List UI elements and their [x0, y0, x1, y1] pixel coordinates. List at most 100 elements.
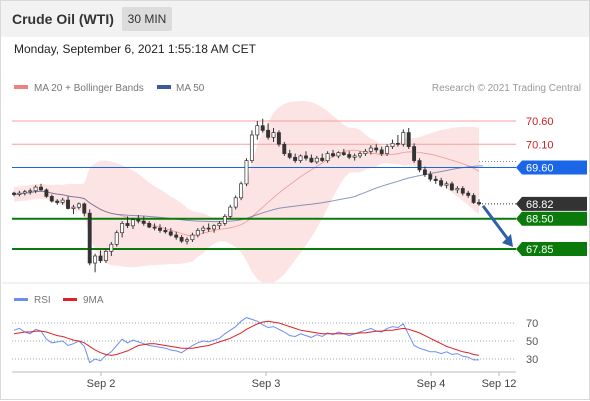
candle-body	[255, 125, 260, 136]
rsi-tick-label: 50	[526, 336, 538, 348]
candle	[87, 209, 92, 266]
candle-body	[33, 186, 38, 192]
candle	[406, 127, 411, 149]
candle-body	[282, 143, 287, 154]
candle-body	[22, 191, 27, 194]
widget-header: Crude Oil (WTI) 30 MIN	[1, 1, 589, 37]
candle-body	[212, 225, 216, 230]
candle	[179, 235, 184, 243]
candle	[163, 227, 168, 234]
candle	[152, 223, 157, 231]
candle	[266, 123, 271, 140]
candle-body	[341, 152, 346, 155]
x-tick-label: Sep 2	[87, 378, 116, 390]
candle	[55, 199, 60, 205]
candle-body	[71, 206, 76, 209]
candle-body	[460, 188, 465, 194]
candle	[282, 141, 287, 156]
candle	[417, 158, 422, 173]
candle-body	[314, 157, 319, 163]
candle-body	[455, 188, 460, 191]
candle	[412, 143, 417, 163]
candle-body	[103, 250, 108, 261]
candle	[120, 221, 125, 238]
candle-body	[471, 195, 476, 203]
candle	[255, 121, 260, 140]
candle-body	[379, 149, 384, 154]
candle-body	[130, 219, 135, 227]
bollinger-legend-swatch	[14, 85, 28, 89]
rsi-ma-legend-label: 9MA	[83, 295, 104, 306]
candle	[82, 202, 87, 217]
rsi-line	[13, 317, 479, 364]
candle	[352, 153, 357, 161]
candle	[217, 221, 222, 229]
candle	[390, 139, 395, 149]
candle-body	[125, 223, 130, 227]
rsi-ma-line	[13, 320, 480, 356]
candle-body	[190, 234, 195, 241]
candle	[363, 148, 368, 156]
candle-body	[141, 220, 146, 224]
candle	[336, 151, 341, 159]
candle	[341, 148, 346, 156]
candle	[433, 175, 438, 184]
candle	[320, 153, 325, 162]
candle-body	[271, 132, 276, 138]
candle	[466, 190, 471, 198]
candle	[76, 202, 81, 210]
candle	[174, 231, 179, 240]
candle	[314, 155, 319, 164]
candle-body	[206, 227, 211, 230]
candle-body	[298, 155, 303, 161]
candle	[98, 250, 103, 263]
candle	[33, 185, 38, 194]
candle	[39, 183, 43, 191]
candle-body	[60, 199, 65, 203]
candle	[206, 223, 211, 232]
forecast-arrow-line	[481, 204, 512, 243]
candle-body	[228, 206, 233, 217]
candle	[28, 188, 33, 195]
candle-body	[163, 230, 168, 233]
candle-body	[185, 239, 189, 242]
timeframe-button[interactable]: 30 MIN	[122, 7, 172, 31]
candle-body	[276, 132, 281, 145]
candle-body	[331, 153, 335, 157]
candle-body	[28, 190, 33, 193]
candle-body	[147, 223, 152, 228]
candle	[233, 195, 238, 210]
candle	[293, 153, 298, 163]
candle-body	[55, 200, 60, 203]
candle-body	[336, 152, 341, 157]
candle-body	[477, 202, 481, 205]
candle-body	[352, 155, 357, 158]
candle-body	[87, 212, 92, 264]
candle	[439, 177, 444, 188]
candle	[249, 130, 254, 163]
level-tag-pivot	[516, 160, 587, 175]
candle	[109, 242, 114, 256]
level-label-current: 68.82	[526, 199, 554, 211]
candle	[44, 188, 49, 198]
bollinger-band-area	[14, 100, 479, 284]
candle-body	[374, 147, 379, 151]
candle-body	[82, 203, 87, 214]
candle-body	[433, 178, 438, 181]
candle	[428, 171, 433, 182]
candle	[455, 186, 460, 194]
candle	[190, 232, 195, 243]
candle	[71, 204, 76, 215]
candle	[395, 134, 400, 147]
level-tag-support	[516, 211, 587, 226]
candle	[309, 154, 314, 163]
candle	[358, 151, 362, 159]
candle	[147, 221, 152, 229]
ma50-line	[13, 165, 483, 223]
candle-body	[368, 147, 373, 152]
instrument-title: Crude Oil (WTI)	[12, 11, 114, 27]
candle	[368, 145, 373, 155]
level-label-support: 67.85	[526, 244, 554, 256]
candle-body	[174, 234, 179, 238]
